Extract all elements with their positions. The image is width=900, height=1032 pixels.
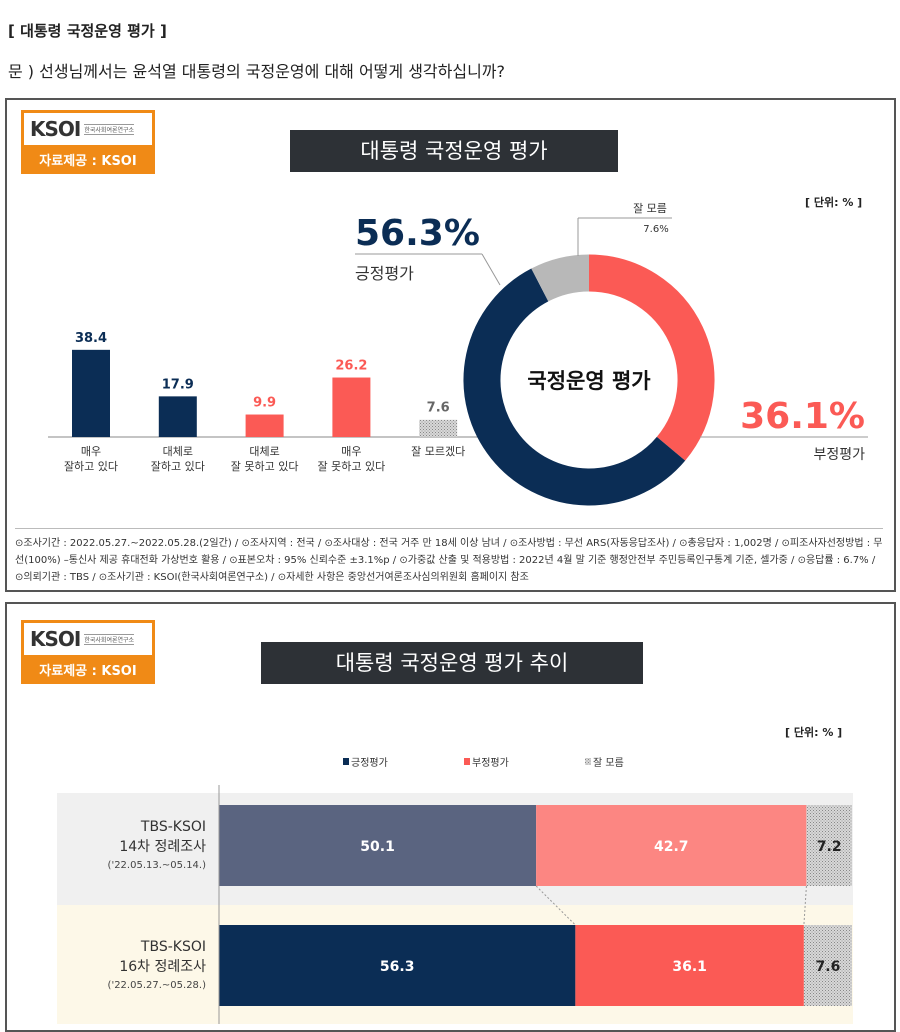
bar xyxy=(419,419,458,437)
category-label: 매우 xyxy=(341,445,361,458)
ksoi-logo: KSOI 한국사회여론연구소 자료제공 : KSOI xyxy=(21,110,155,174)
panel1-unit: [ 단위: % ] xyxy=(805,196,863,209)
legend-label: 긍정평가 xyxy=(351,757,388,769)
donut-slice xyxy=(531,254,590,302)
donut-center-label: 국정운영 평가 xyxy=(527,369,651,393)
section-header: [ 대통령 국정운영 평가 ] xyxy=(8,22,167,40)
legend-swatch xyxy=(464,758,470,765)
bar-value-label: 17.9 xyxy=(162,377,194,392)
logo-mark: KSOI xyxy=(30,627,81,651)
panel2-title: 대통령 국정운영 평가 추이 xyxy=(261,642,643,684)
row-label: 14차 정례조사 xyxy=(119,839,206,855)
category-label: 대체로 xyxy=(163,445,193,458)
logo-source: 자료제공 : KSOI xyxy=(39,664,137,679)
bar xyxy=(158,396,197,437)
legend-label: 부정평가 xyxy=(472,757,509,769)
positive-percent: 56.3% xyxy=(355,213,480,254)
negative-percent: 36.1% xyxy=(740,396,865,437)
dontknow-percent: 7.6% xyxy=(643,224,668,235)
category-label: 잘하고 있다 xyxy=(64,459,118,473)
logo-org: 한국사회여론연구소 xyxy=(84,633,135,645)
connector-line xyxy=(803,885,807,926)
stacked-segment xyxy=(536,805,807,886)
ksoi-logo: KSOI 한국사회여론연구소 자료제공 : KSOI xyxy=(21,620,155,684)
category-label: 대체로 xyxy=(249,445,279,458)
category-label: 잘 모르겠다 xyxy=(411,445,465,458)
dontknow-label: 잘 모름 xyxy=(633,202,667,215)
legend-label: 잘 모름 xyxy=(593,757,624,769)
category-label: 잘 못하고 있다 xyxy=(318,459,386,473)
positive-label: 긍정평가 xyxy=(355,264,414,283)
panel1-title: 대통령 국정운영 평가 xyxy=(290,130,618,172)
stacked-segment xyxy=(219,925,576,1006)
donut-slice xyxy=(463,268,686,506)
stacked-segment xyxy=(803,925,852,1006)
negative-label: 부정평가 xyxy=(813,447,865,463)
panel2-unit: [ 단위: % ] xyxy=(785,726,843,739)
segment-value-label: 42.7 xyxy=(654,839,689,855)
connector-line xyxy=(535,885,576,926)
survey-notes: ⊙조사기간 : 2022.05.27.~2022.05.28.(2일간) / ⊙… xyxy=(15,528,883,586)
bar-value-label: 7.6 xyxy=(427,401,450,416)
row-label: TBS-KSOI xyxy=(140,819,206,835)
segment-value-label: 50.1 xyxy=(360,839,395,855)
bar xyxy=(332,377,371,437)
bar-value-label: 9.9 xyxy=(253,396,276,411)
logo-mark: KSOI xyxy=(30,117,81,141)
legend-swatch xyxy=(585,758,591,765)
panel-evaluation: KSOI 한국사회여론연구소 자료제공 : KSOI 대통령 국정운영 평가 [ … xyxy=(5,98,896,592)
row-date: ('22.05.27.~05.28.) xyxy=(108,980,207,991)
category-label: 매우 xyxy=(81,445,101,458)
row-date: ('22.05.13.~05.14.) xyxy=(108,860,207,871)
bar xyxy=(245,414,284,437)
segment-value-label: 56.3 xyxy=(380,959,415,975)
bar-value-label: 26.2 xyxy=(335,359,367,374)
legend-swatch xyxy=(343,758,349,765)
row-label: 16차 정례조사 xyxy=(119,959,206,975)
bar xyxy=(72,349,110,437)
question-text: 문 ) 선생님께서는 윤석열 대통령의 국정운영에 대해 어떻게 생각하십니까? xyxy=(8,62,506,81)
segment-value-label: 36.1 xyxy=(672,959,707,975)
category-label: 잘하고 있다 xyxy=(151,459,205,473)
segment-value-label: 7.6 xyxy=(816,959,841,975)
segment-value-label: 7.2 xyxy=(817,839,842,855)
donut-slice xyxy=(588,254,715,461)
stacked-segment xyxy=(806,805,852,886)
logo-source: 자료제공 : KSOI xyxy=(39,154,137,169)
stacked-segment xyxy=(575,925,804,1006)
stacked-segment xyxy=(219,805,537,886)
callout-line xyxy=(481,253,501,286)
category-label: 잘 못하고 있다 xyxy=(231,459,299,473)
row-label: TBS-KSOI xyxy=(140,939,206,955)
bar-value-label: 38.4 xyxy=(75,331,107,346)
logo-org: 한국사회여론연구소 xyxy=(84,123,135,135)
